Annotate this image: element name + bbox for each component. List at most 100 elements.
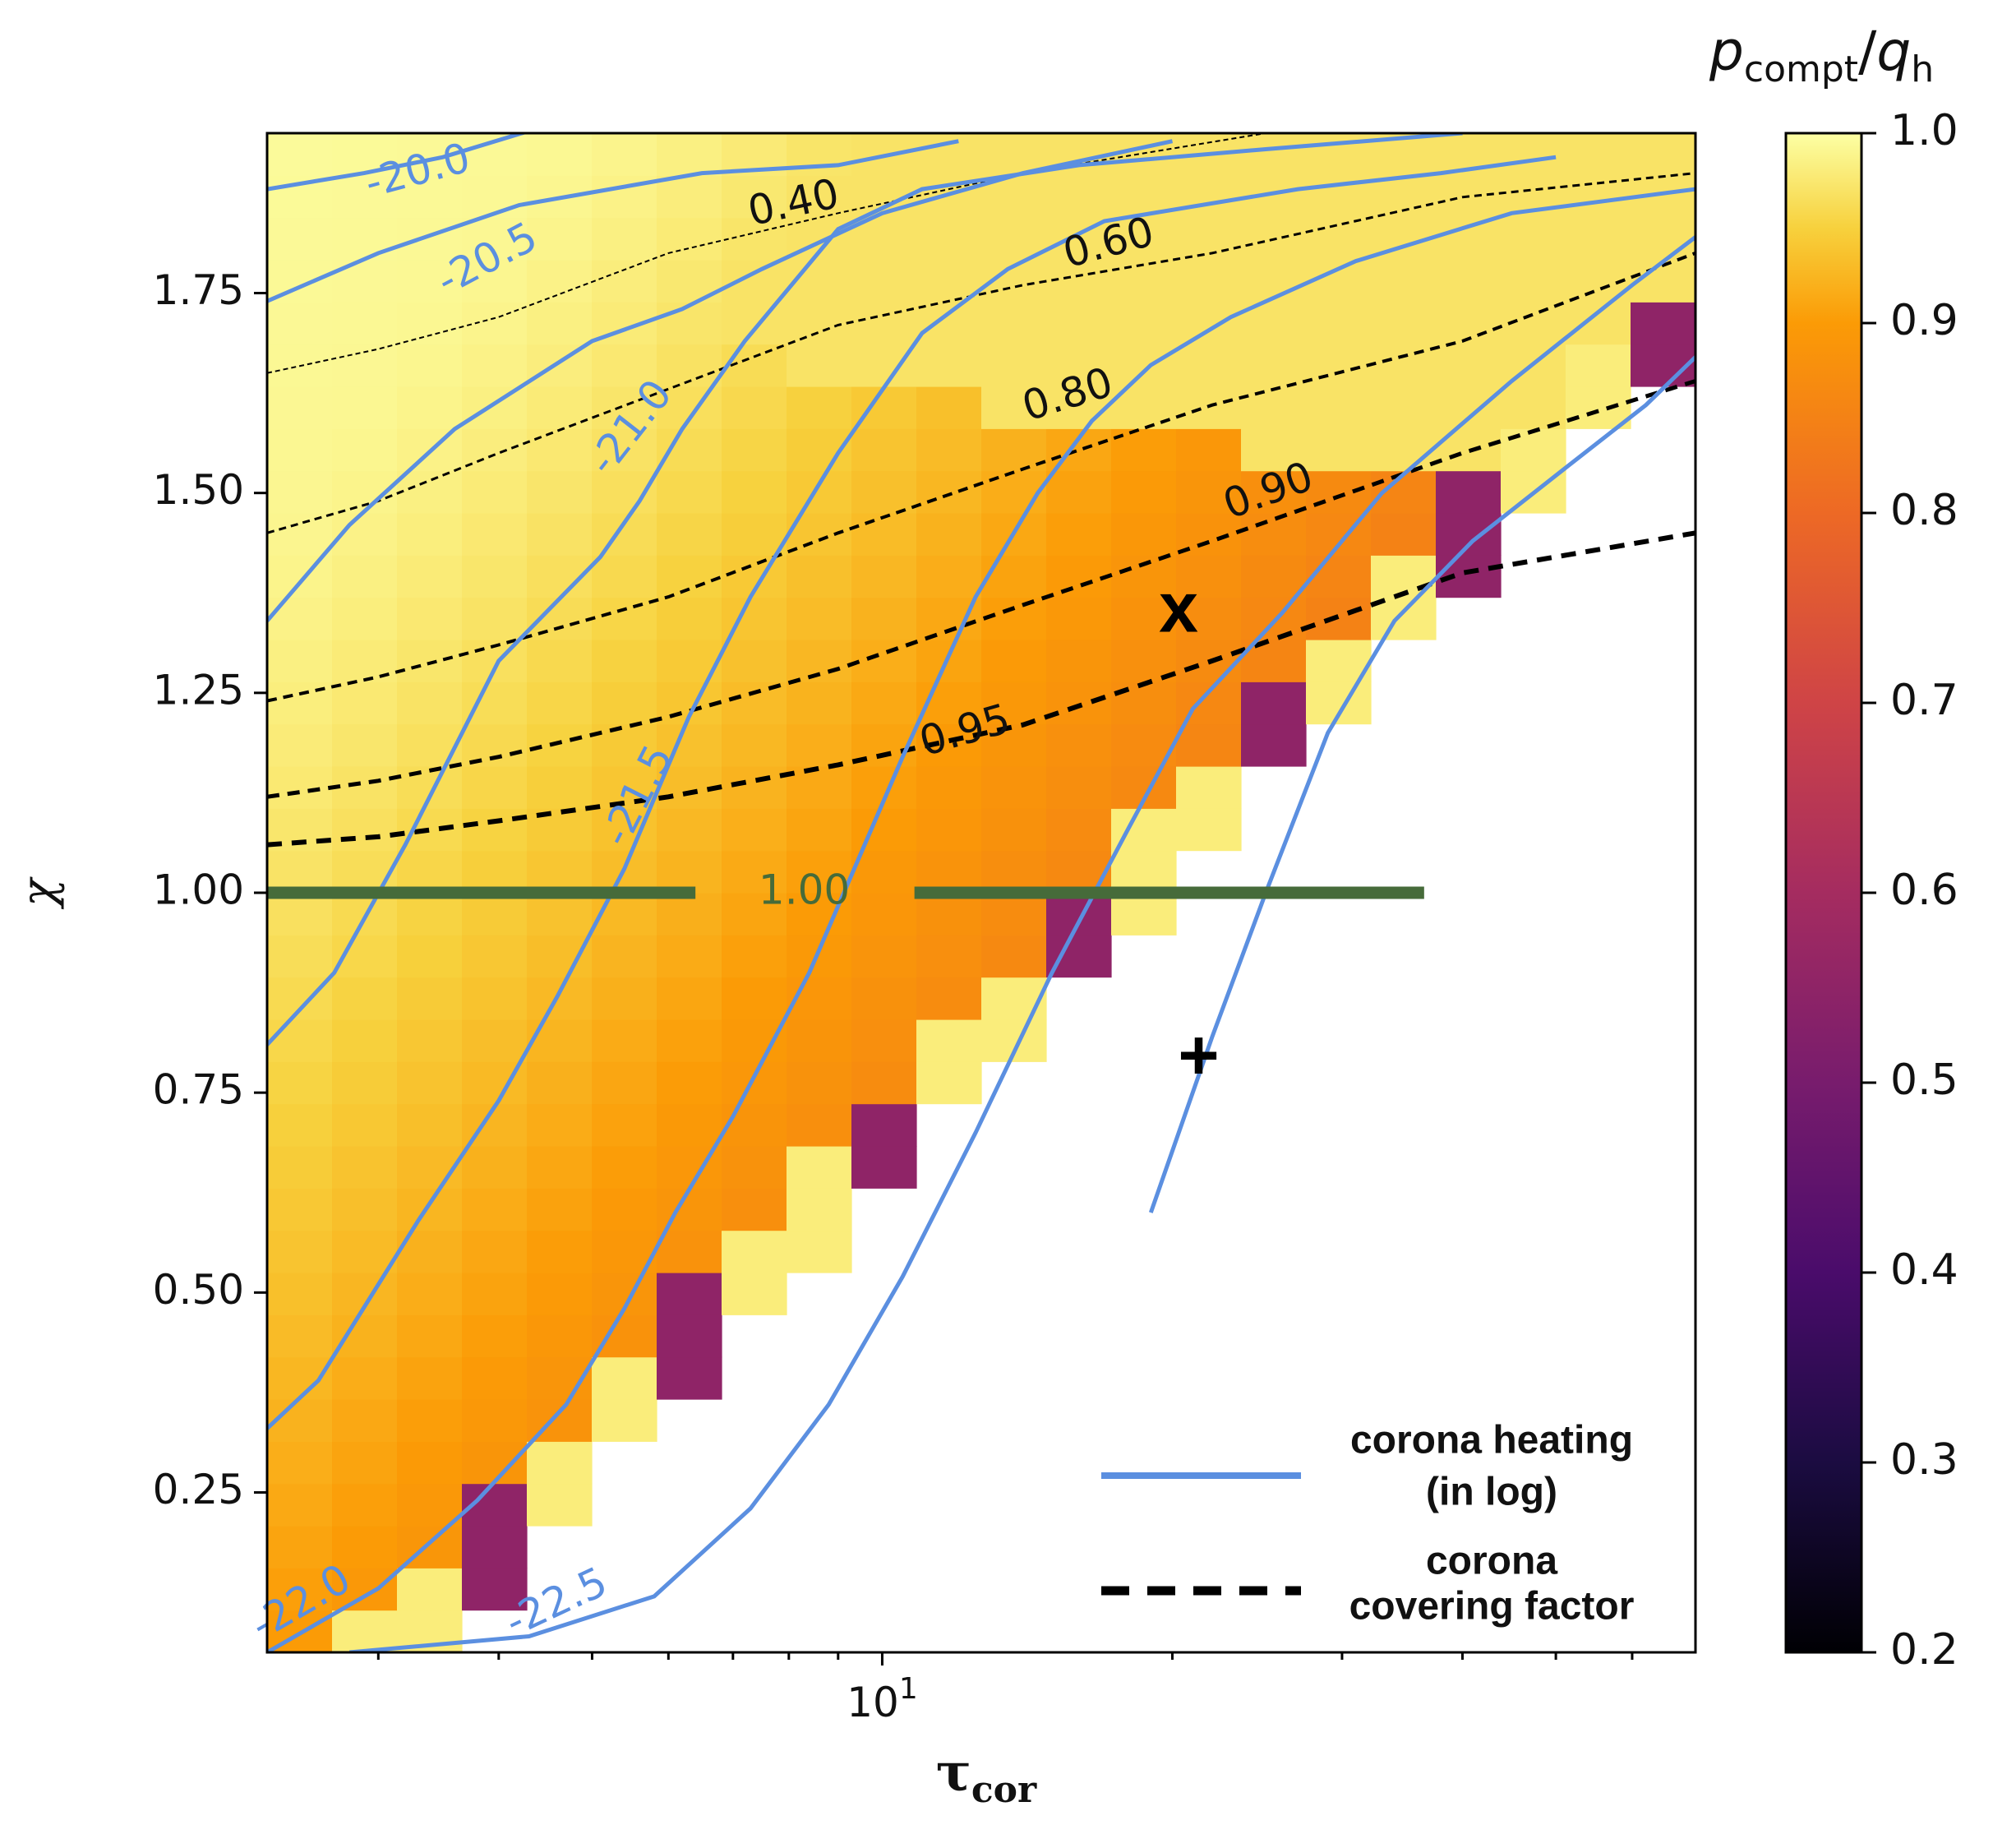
heatmap-cell bbox=[527, 513, 593, 556]
heatmap-cell bbox=[722, 1103, 787, 1147]
heatmap-cell bbox=[916, 766, 982, 809]
heatmap-cell bbox=[981, 344, 1047, 387]
heatmap-cell bbox=[1046, 850, 1112, 894]
heatmap-cell bbox=[916, 217, 982, 261]
heatmap-cell bbox=[397, 597, 463, 640]
heatmap-cell bbox=[1501, 217, 1566, 261]
heatmap-cell bbox=[1371, 344, 1437, 387]
heatmap-cell bbox=[1046, 935, 1112, 978]
heatmap-cell bbox=[787, 597, 852, 640]
heatmap-cell bbox=[267, 1526, 333, 1568]
heatmap-cell bbox=[267, 1019, 333, 1062]
heatmap-cell bbox=[527, 470, 593, 514]
heatmap-cell bbox=[462, 513, 528, 556]
heatmap-cell bbox=[916, 893, 982, 936]
heatmap-cell bbox=[1111, 217, 1177, 261]
heatmap-cell bbox=[592, 1061, 657, 1105]
heatmap-cell bbox=[787, 766, 852, 809]
heatmap-cell bbox=[722, 723, 787, 767]
heatmap-cell bbox=[1306, 302, 1372, 345]
heatmap-cells bbox=[267, 133, 1695, 1652]
heatmap-cell bbox=[851, 1103, 917, 1147]
heatmap-cell bbox=[397, 386, 463, 429]
y-tick-label: 1.50 bbox=[153, 466, 244, 514]
heatmap-cell bbox=[722, 640, 787, 682]
colorbar-title-compt: compt bbox=[1744, 49, 1858, 90]
heatmap-cell bbox=[981, 302, 1047, 345]
heatmap-cell bbox=[787, 555, 852, 598]
heatmap-cell bbox=[1046, 640, 1112, 682]
heatmap-cell bbox=[1631, 302, 1695, 345]
y-axis: 0.25 0.50 0.75 1.00 1.25 1.50 1.75 bbox=[153, 266, 267, 1513]
heatmap-cell bbox=[1566, 133, 1631, 176]
heatmap-cell bbox=[332, 386, 398, 429]
heatmap-cell bbox=[722, 1230, 787, 1273]
heatmap-cell bbox=[657, 808, 722, 852]
heatmap-cell bbox=[397, 513, 463, 556]
heatmap-cell bbox=[397, 344, 463, 387]
heatmap-cell bbox=[527, 723, 593, 767]
heatmap-cell bbox=[1436, 470, 1502, 514]
heatmap-cell bbox=[1046, 723, 1112, 767]
heatmap-cell bbox=[527, 640, 593, 682]
heatmap-cell bbox=[657, 1103, 722, 1147]
heatmap-cell bbox=[332, 723, 398, 767]
heatmap-cell bbox=[787, 935, 852, 978]
heatmap-cell bbox=[592, 640, 657, 682]
heatmap-cell bbox=[657, 1356, 722, 1400]
heatmap-cell bbox=[527, 893, 593, 936]
heatmap-cell bbox=[332, 1103, 398, 1147]
heatmap-cell bbox=[462, 977, 528, 1020]
heatmap-cell bbox=[462, 260, 528, 303]
heatmap-cell bbox=[462, 428, 528, 472]
heatmap-cell bbox=[332, 1526, 398, 1568]
heatmap-cell bbox=[397, 260, 463, 303]
colorbar-tick-label: 0.7 bbox=[1890, 676, 1958, 725]
heatmap-cell bbox=[332, 344, 398, 387]
heatmap-cell bbox=[462, 1568, 528, 1611]
heatmap-cell bbox=[1111, 850, 1177, 894]
heatmap-cell bbox=[787, 386, 852, 429]
heatmap-cell bbox=[787, 1103, 852, 1147]
heatmap-cell bbox=[657, 1061, 722, 1105]
heatmap-cell bbox=[1046, 302, 1112, 345]
heatmap-cell bbox=[916, 850, 982, 894]
heatmap-cell bbox=[1046, 470, 1112, 514]
heatmap-cell bbox=[916, 302, 982, 345]
heatmap-cell bbox=[1111, 260, 1177, 303]
heatmap-cell bbox=[267, 893, 333, 936]
heatmap-cell bbox=[1371, 386, 1437, 429]
heatmap-cell bbox=[592, 723, 657, 767]
heatmap-cell bbox=[1566, 217, 1631, 261]
heatmap-cell bbox=[462, 175, 528, 219]
heatmap-cell bbox=[592, 1188, 657, 1231]
heatmap-cell bbox=[722, 1061, 787, 1105]
heating-contour-line bbox=[267, 139, 959, 303]
heating-contours bbox=[267, 133, 1695, 1652]
heatmap-cell bbox=[397, 1399, 463, 1442]
heatmap-cell bbox=[1436, 217, 1502, 261]
heatmap-cell bbox=[1176, 175, 1242, 219]
heatmap-cell bbox=[332, 597, 398, 640]
heatmap-cell bbox=[657, 640, 722, 682]
heatmap-cell bbox=[1371, 428, 1437, 472]
heatmap-cell bbox=[1046, 175, 1112, 219]
heatmap-cell bbox=[787, 1019, 852, 1062]
heatmap-cell bbox=[916, 428, 982, 472]
colorbar-title-sep: / bbox=[1858, 20, 1877, 83]
colorbar-tick-label: 0.3 bbox=[1890, 1435, 1958, 1485]
heatmap-cell bbox=[1111, 133, 1177, 176]
heatmap-cell bbox=[1176, 470, 1242, 514]
heatmap-cell bbox=[267, 133, 333, 176]
heatmap-cell bbox=[332, 1610, 398, 1652]
heatmap-cell bbox=[981, 893, 1047, 936]
heatmap-cell bbox=[981, 766, 1047, 809]
heatmap-cell bbox=[851, 217, 917, 261]
heatmap-cell bbox=[657, 133, 722, 176]
heatmap-cell bbox=[332, 175, 398, 219]
heatmap-cell bbox=[267, 302, 333, 345]
heatmap-cell bbox=[1241, 133, 1307, 176]
heatmap-cell bbox=[332, 1399, 398, 1442]
heatmap-cell bbox=[462, 935, 528, 978]
